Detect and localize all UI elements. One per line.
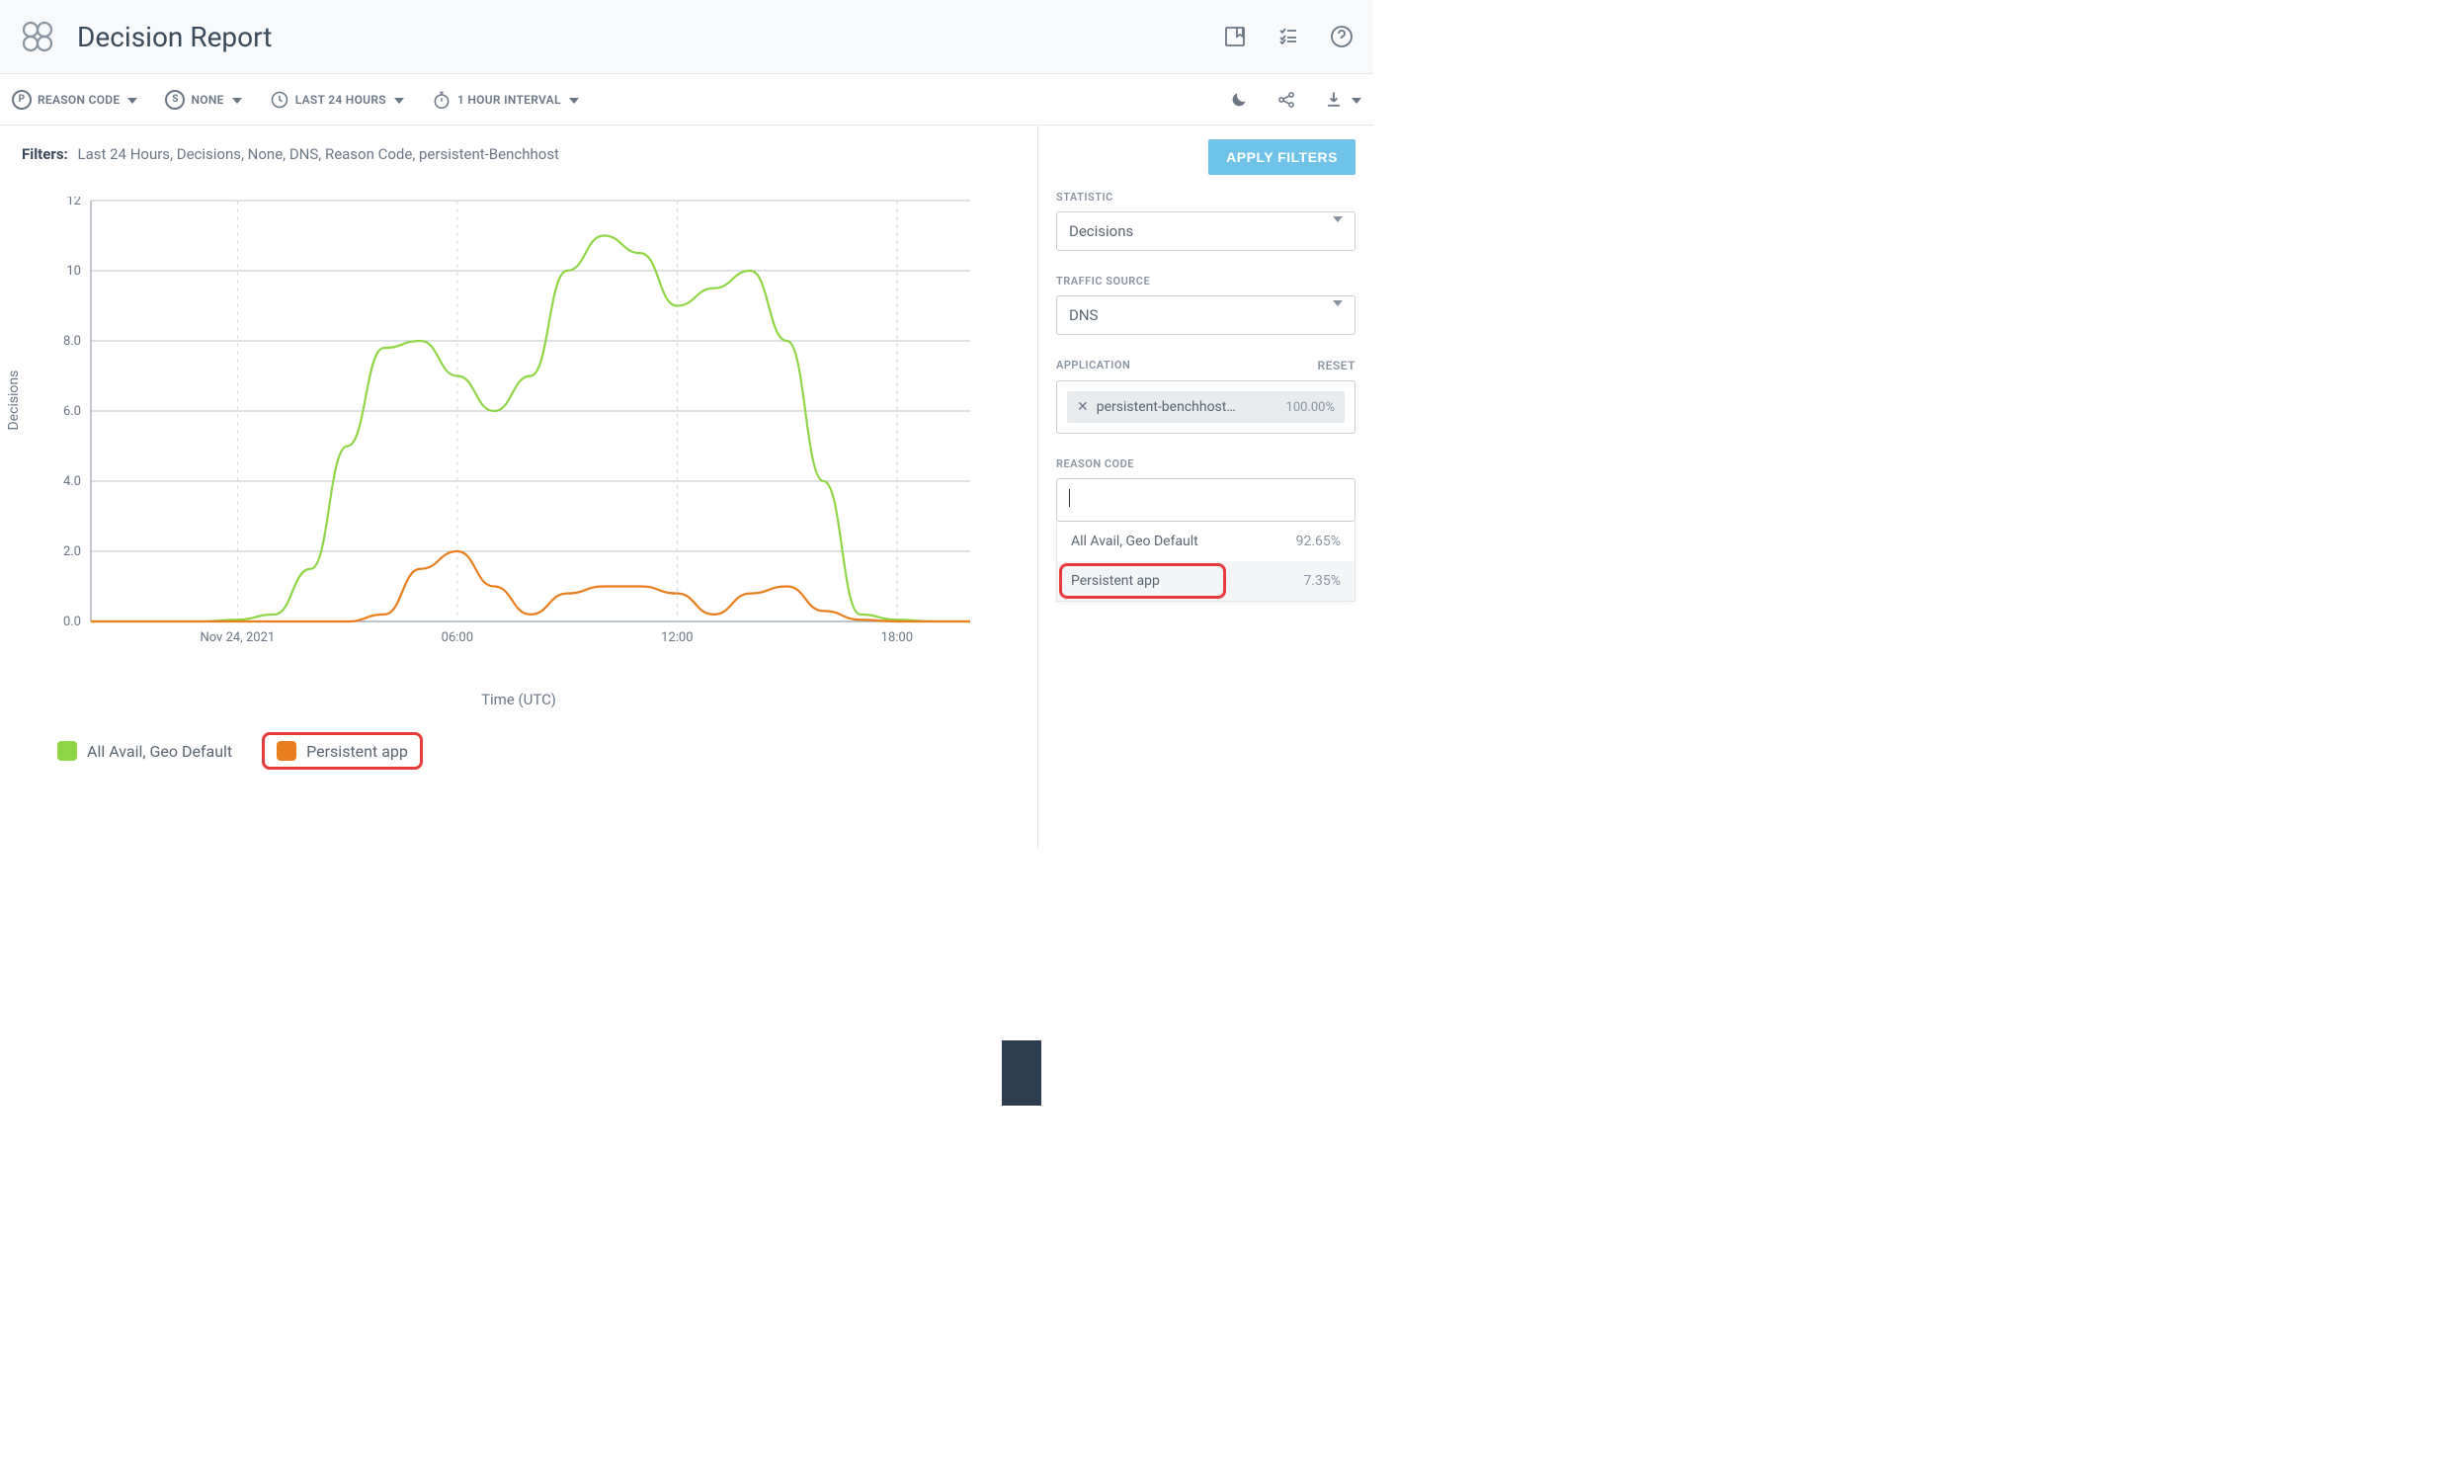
svg-text:4.0: 4.0 bbox=[63, 474, 81, 489]
dark-bg-peek bbox=[1002, 1040, 1041, 1106]
option-pct: 7.35% bbox=[1303, 573, 1341, 589]
svg-text:12: 12 bbox=[66, 197, 81, 208]
reason-code-filter[interactable]: P REASON CODE bbox=[12, 90, 137, 110]
option-text: All Avail, Geo Default bbox=[1071, 534, 1198, 549]
interval-label: 1 HOUR INTERVAL bbox=[457, 93, 561, 107]
remove-chip-icon[interactable]: ✕ bbox=[1077, 399, 1089, 415]
help-icon[interactable] bbox=[1330, 25, 1354, 48]
time-range-filter[interactable]: LAST 24 HOURS bbox=[270, 90, 404, 110]
toolbar: P REASON CODE S NONE LAST 24 HOURS 1 HOU… bbox=[0, 74, 1373, 125]
stopwatch-icon bbox=[432, 90, 452, 110]
chart-xlabel: Time (UTC) bbox=[22, 691, 1016, 708]
chart-ylabel: Decisions bbox=[6, 371, 22, 431]
page-title: Decision Report bbox=[77, 21, 272, 53]
svg-text:6.0: 6.0 bbox=[63, 404, 81, 419]
time-range-label: LAST 24 HOURS bbox=[295, 93, 386, 107]
legend-item[interactable]: Persistent app bbox=[262, 732, 423, 770]
share-icon[interactable] bbox=[1276, 90, 1296, 110]
logo-icon bbox=[20, 19, 55, 54]
checklist-icon[interactable] bbox=[1276, 25, 1300, 48]
application-chip: ✕ persistent-benchhost… 100.00% bbox=[1067, 391, 1345, 423]
download-menu[interactable] bbox=[1324, 90, 1361, 110]
chevron-down-icon bbox=[1333, 222, 1343, 240]
svg-text:06:00: 06:00 bbox=[442, 630, 473, 645]
reason-code-option[interactable]: All Avail, Geo Default 92.65% bbox=[1057, 522, 1355, 561]
statistic-value: Decisions bbox=[1069, 222, 1133, 240]
bookmark-icon[interactable] bbox=[1223, 25, 1247, 48]
main-content: Filters: Last 24 Hours, Decisions, None,… bbox=[0, 125, 1037, 848]
svg-text:2.0: 2.0 bbox=[63, 544, 81, 559]
apply-filters-button[interactable]: APPLY FILTERS bbox=[1208, 139, 1355, 175]
option-pct: 92.65% bbox=[1296, 534, 1341, 549]
svg-text:18:00: 18:00 bbox=[881, 630, 913, 645]
reason-code-label: REASON CODE bbox=[1056, 457, 1355, 470]
chip-pct: 100.00% bbox=[1286, 400, 1335, 415]
download-icon bbox=[1324, 90, 1344, 110]
reason-code-label: REASON CODE bbox=[38, 93, 120, 107]
statistic-label: STATISTIC bbox=[1056, 191, 1355, 204]
svg-text:0.0: 0.0 bbox=[63, 615, 81, 629]
filters-summary: Filters: Last 24 Hours, Decisions, None,… bbox=[22, 145, 1016, 163]
chevron-down-icon bbox=[567, 93, 579, 107]
svg-text:12:00: 12:00 bbox=[661, 630, 693, 645]
legend-swatch bbox=[57, 741, 77, 761]
chevron-down-icon bbox=[125, 93, 137, 107]
statistic-select[interactable]: Decisions bbox=[1056, 211, 1355, 251]
decisions-chart: Decisions 0.02.04.06.08.01012Nov 24, 202… bbox=[22, 197, 1016, 708]
s-badge-icon: S bbox=[165, 90, 185, 110]
legend-label: Persistent app bbox=[306, 742, 408, 761]
chevron-down-icon bbox=[230, 93, 242, 107]
chevron-down-icon bbox=[1350, 93, 1361, 107]
svg-text:8.0: 8.0 bbox=[63, 334, 81, 349]
legend-item[interactable]: All Avail, Geo Default bbox=[57, 741, 232, 761]
interval-filter[interactable]: 1 HOUR INTERVAL bbox=[432, 90, 579, 110]
svg-text:Nov 24, 2021: Nov 24, 2021 bbox=[200, 630, 275, 645]
chevron-down-icon bbox=[392, 93, 404, 107]
chevron-down-icon bbox=[1333, 306, 1343, 324]
traffic-source-value: DNS bbox=[1069, 306, 1098, 324]
filters-panel: APPLY FILTERS STATISTIC Decisions TRAFFI… bbox=[1037, 125, 1373, 848]
chip-text: persistent-benchhost… bbox=[1097, 399, 1236, 415]
reason-code-option[interactable]: Persistent app 7.35% bbox=[1057, 561, 1355, 601]
none-label: NONE bbox=[191, 93, 223, 107]
legend-label: All Avail, Geo Default bbox=[87, 742, 232, 761]
reason-code-input[interactable] bbox=[1056, 478, 1355, 522]
none-filter[interactable]: S NONE bbox=[165, 90, 241, 110]
header: Decision Report bbox=[0, 0, 1373, 74]
filters-label: Filters: bbox=[22, 145, 68, 163]
legend-swatch bbox=[277, 741, 296, 761]
svg-text:10: 10 bbox=[66, 264, 81, 279]
clock-icon bbox=[270, 90, 289, 110]
reason-code-dropdown: All Avail, Geo Default 92.65% Persistent a… bbox=[1056, 522, 1355, 602]
moon-icon[interactable] bbox=[1229, 90, 1249, 110]
traffic-source-select[interactable]: DNS bbox=[1056, 295, 1355, 335]
chart-legend: All Avail, Geo Default Persistent app bbox=[22, 732, 1016, 770]
application-box: ✕ persistent-benchhost… 100.00% bbox=[1056, 380, 1355, 434]
application-reset[interactable]: RESET bbox=[1318, 359, 1355, 372]
application-label: APPLICATION bbox=[1056, 359, 1130, 372]
traffic-source-label: TRAFFIC SOURCE bbox=[1056, 275, 1355, 288]
p-badge-icon: P bbox=[12, 90, 32, 110]
option-text: Persistent app bbox=[1071, 573, 1160, 589]
